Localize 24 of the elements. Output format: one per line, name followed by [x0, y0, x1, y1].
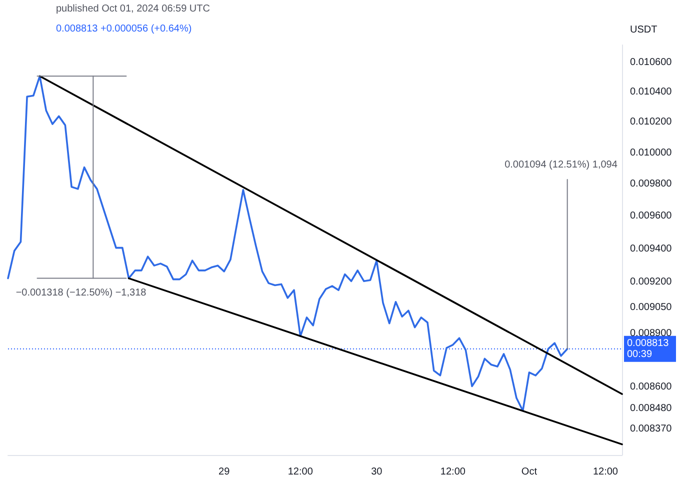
y-tick-label: 0.010600 — [630, 56, 672, 68]
x-tick-label: Oct — [521, 466, 538, 478]
x-tick-label: 12:00 — [288, 466, 314, 478]
y-tick-label: 0.008370 — [630, 423, 672, 434]
y-tick-label: 0.009050 — [630, 302, 672, 314]
annotation: 0.001094 (12.51%) 1,094 — [504, 160, 618, 170]
x-tick-label: 29 — [218, 466, 230, 478]
y-tick-label: 0.009800 — [630, 178, 672, 190]
y-axis-title: USDT — [630, 24, 658, 36]
y-tick-label: 0.009400 — [630, 243, 672, 254]
annotation: −0.001318 (−12.50%) −1,318 — [16, 288, 147, 298]
y-tick-label: 0.010400 — [630, 86, 672, 98]
y-tick-label: 0.008600 — [630, 381, 672, 392]
x-tick-label: 30 — [371, 466, 383, 478]
x-tick-label: 12:00 — [592, 466, 618, 478]
ref-line-label: 0.008813 00:39 — [627, 338, 672, 360]
x-tick-label: 12:00 — [440, 466, 466, 478]
text: 0.008813 +0.000056 (+0.64%) — [56, 24, 192, 34]
y-tick-label: 0.010200 — [630, 116, 672, 128]
y-tick-label: 0.009200 — [630, 276, 672, 288]
y-tick-label: 0.008480 — [630, 403, 672, 414]
text: published Oct 01, 2024 06:59 UTC — [56, 4, 210, 14]
y-tick-label: 0.010000 — [630, 147, 672, 158]
y-tick-label: 0.009600 — [630, 210, 672, 222]
